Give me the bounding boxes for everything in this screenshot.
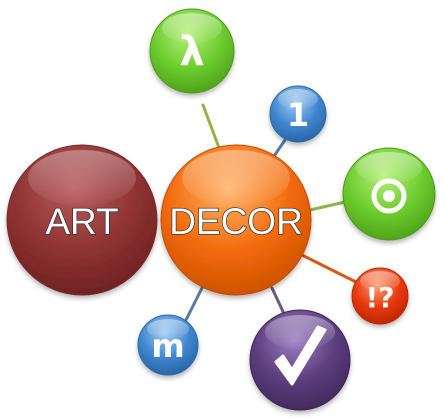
art-label: ART bbox=[45, 201, 118, 242]
check-icon bbox=[274, 325, 327, 386]
lambda-glyph: λ bbox=[179, 29, 204, 75]
connector-target bbox=[308, 200, 347, 212]
decor-label: DECOR bbox=[169, 201, 303, 242]
target-icon bbox=[371, 178, 407, 214]
art-node bbox=[6, 144, 158, 296]
exclaim-glyph: !? bbox=[365, 281, 394, 314]
one-glyph: 1 bbox=[287, 96, 309, 134]
one-node bbox=[269, 85, 327, 143]
connector-m bbox=[184, 280, 207, 322]
m-node bbox=[137, 314, 199, 376]
connector-exclaim bbox=[300, 253, 358, 284]
m-glyph: m bbox=[151, 327, 184, 365]
decor-node bbox=[160, 144, 312, 296]
connector-lambda bbox=[201, 103, 223, 155]
lambda-node bbox=[149, 8, 235, 94]
exclaim-node bbox=[351, 267, 409, 325]
